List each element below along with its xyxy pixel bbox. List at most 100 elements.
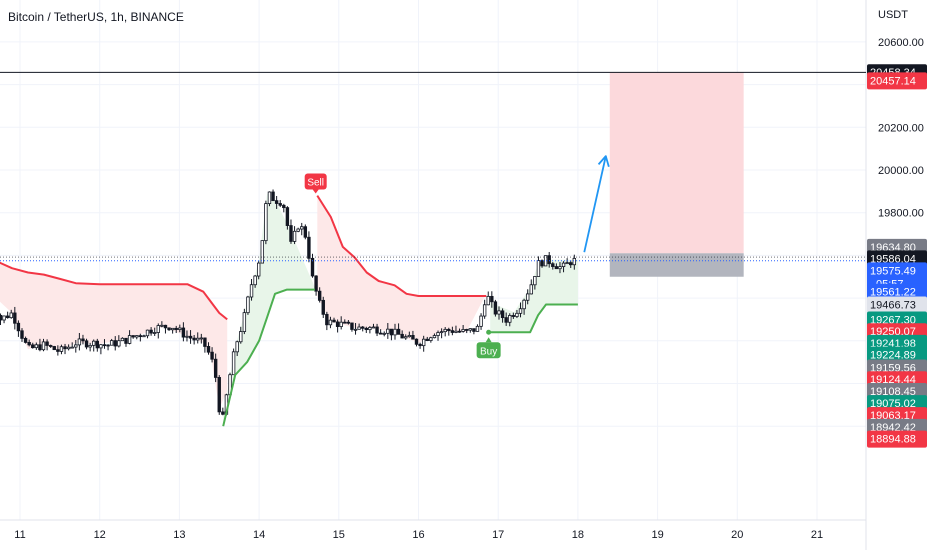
candle-body (461, 329, 465, 332)
candle-body (533, 276, 537, 286)
candle-body (404, 336, 408, 339)
stop-zone[interactable] (609, 253, 744, 277)
price-label: 19466.73 (867, 296, 927, 314)
candle-body (249, 284, 254, 298)
arrow-shaft[interactable] (583, 155, 607, 253)
candle-body (206, 346, 211, 353)
time-tick-label: 13 (173, 529, 185, 541)
supertrend-lines (0, 195, 578, 427)
candle-body (120, 337, 125, 342)
candle-body (45, 341, 49, 346)
projection-arrow[interactable] (583, 155, 610, 253)
candle-body (0, 314, 3, 321)
candle-body (213, 358, 218, 378)
candle-body (529, 284, 533, 295)
signal-badge (476, 342, 501, 359)
candle-body (307, 236, 311, 259)
candle-body (113, 340, 117, 347)
candle-body (454, 330, 458, 333)
price-label-bg (867, 430, 927, 448)
price-label: 20457.14 (867, 72, 927, 90)
candle-body (418, 343, 422, 347)
candle-body (317, 290, 322, 301)
candle-body (163, 324, 168, 329)
candle-body (235, 341, 239, 353)
candle-body (23, 337, 28, 343)
price-tick-label: 20200.00 (878, 122, 924, 134)
candle-body (386, 328, 390, 334)
candle-body (210, 351, 214, 360)
candle-body (59, 346, 64, 352)
candle-body (124, 337, 128, 344)
candle-body (199, 337, 204, 340)
candle-body (156, 325, 160, 333)
candle-body (109, 340, 114, 346)
candle-body (221, 411, 225, 415)
candle-body (160, 324, 164, 327)
candle-body (260, 240, 264, 264)
candle-body (242, 312, 247, 332)
candle-body (196, 337, 200, 341)
candle-body (536, 260, 541, 277)
candle-body (569, 262, 573, 266)
target-zone[interactable] (609, 72, 744, 254)
candle-body (457, 330, 462, 333)
candle-body (382, 332, 386, 335)
candle-body (174, 327, 178, 330)
candle-body (400, 333, 404, 339)
candle-body (63, 346, 67, 350)
candle-body (135, 335, 139, 338)
time-tick-label: 21 (811, 529, 823, 541)
price-tick-label: 20000.00 (878, 165, 924, 177)
horizontal-lines[interactable] (0, 71, 866, 262)
candle-body (346, 321, 351, 324)
time-tick-label: 17 (492, 529, 504, 541)
candle-body (9, 312, 13, 319)
candle-body (558, 266, 562, 270)
candle-body (52, 346, 56, 351)
price-label-bg (867, 283, 927, 301)
candle-body (56, 349, 60, 352)
candle-body (343, 321, 347, 324)
candle-body (99, 344, 103, 349)
candle-body (335, 321, 340, 327)
time-tick-label: 14 (253, 529, 265, 541)
candle-body (468, 328, 473, 331)
candle-body (486, 295, 490, 306)
price-label-bg (867, 346, 927, 364)
candle-body (5, 315, 10, 319)
time-tick-label: 12 (94, 529, 106, 541)
time-axis[interactable]: 11 12 13 14 15 16 17 18 19 20 21 (14, 529, 823, 541)
candle-body (429, 337, 433, 341)
symbol-title[interactable]: Bitcoin / TetherUS, 1h, BINANCE (8, 10, 184, 24)
supertrend-fill-down (317, 195, 487, 343)
candle-body (339, 321, 343, 327)
candle-body (131, 335, 135, 338)
price-label-text: 19575.49 (870, 265, 916, 277)
candle-body (217, 377, 221, 413)
supertrend-line (316, 195, 487, 297)
position-zones[interactable] (609, 72, 744, 277)
candle-body (185, 335, 189, 338)
candle-body (482, 304, 487, 317)
price-label-text: 19561.22 (870, 287, 916, 299)
candle-body (192, 337, 196, 341)
arrow-head[interactable] (597, 155, 610, 167)
candle-body (145, 329, 150, 337)
candle-body (310, 257, 315, 277)
supertrend-line (490, 303, 578, 334)
candle-body (439, 331, 444, 334)
candle-body (239, 331, 243, 343)
candle-body (565, 262, 569, 265)
candle-body (511, 315, 516, 317)
signal-markers: Sell Buy (304, 173, 501, 359)
candle-body (353, 328, 358, 331)
candle-body (554, 266, 559, 270)
candle-body (271, 191, 275, 202)
candle-body (70, 346, 74, 349)
candle-body (167, 327, 171, 331)
candle-body (2, 315, 6, 321)
candle-body (547, 255, 551, 265)
candle-body (66, 346, 71, 350)
